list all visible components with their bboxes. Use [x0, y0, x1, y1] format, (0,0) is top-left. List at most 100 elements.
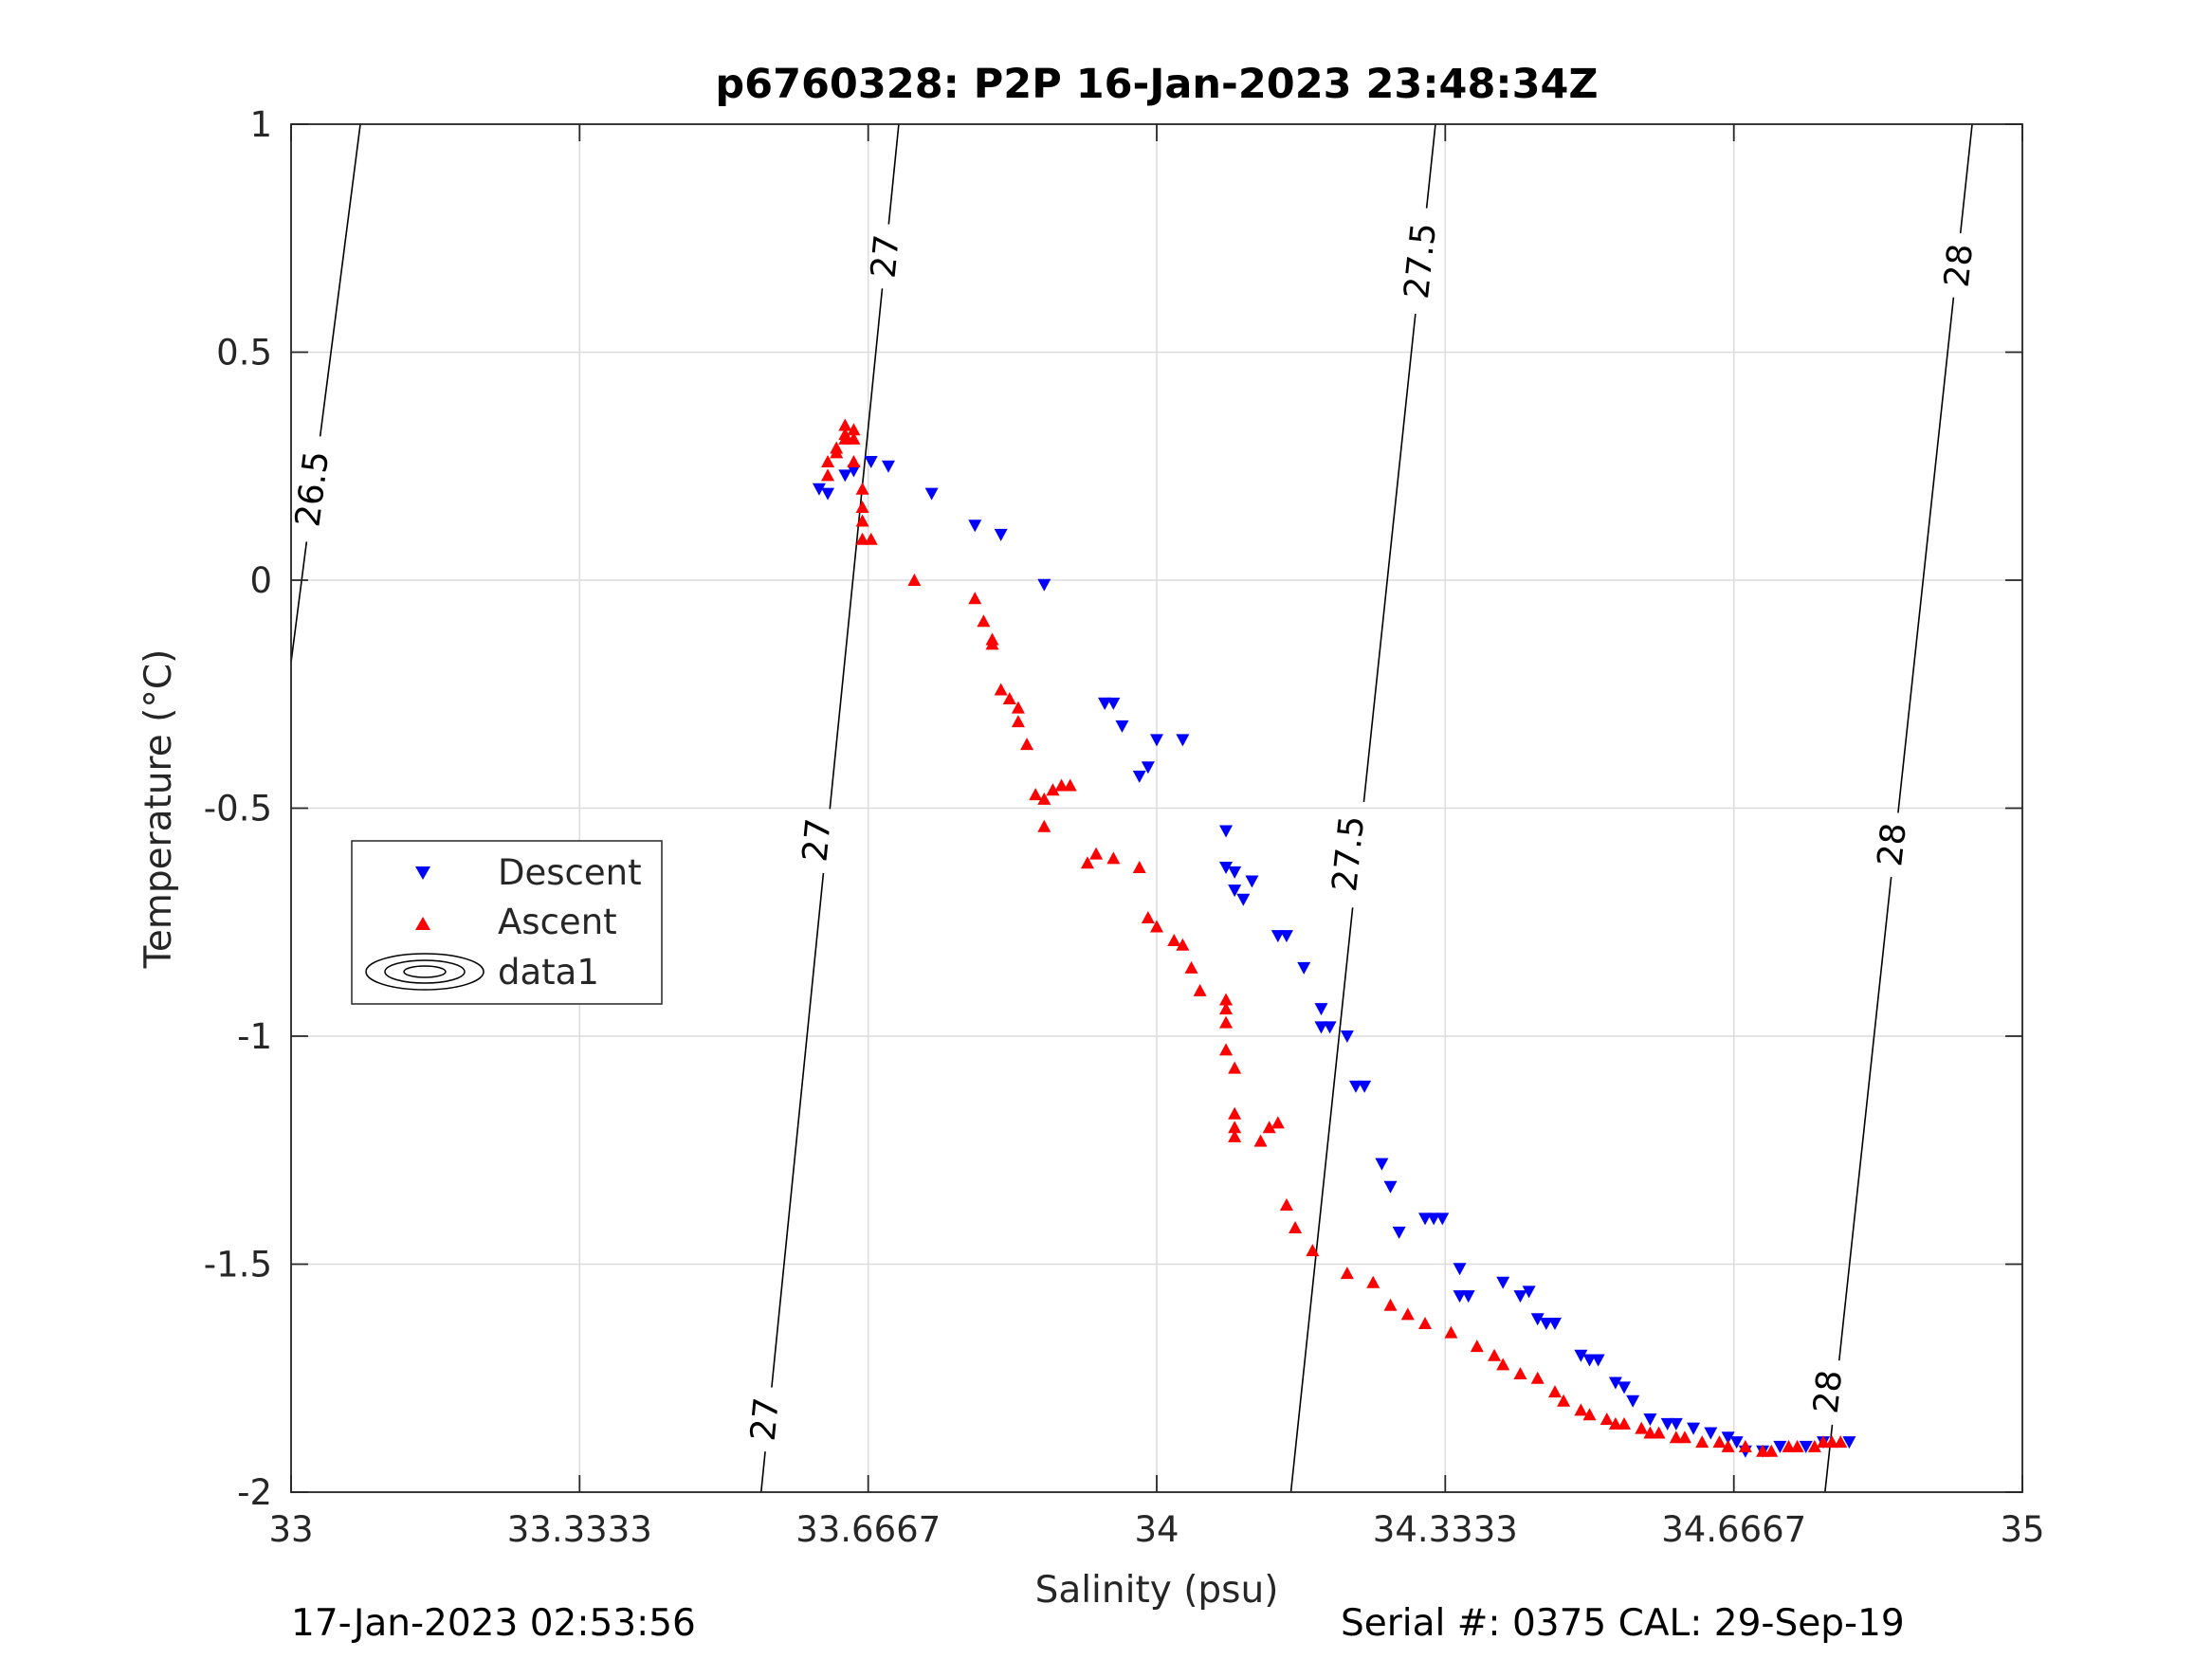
ascent-point	[1712, 1435, 1727, 1449]
ascent-point	[1289, 1221, 1303, 1234]
descent-point	[1271, 930, 1285, 943]
footer-serial-cal: Serial #: 0375 CAL: 29-Sep-19	[1341, 1602, 1905, 1645]
descent-point	[1530, 1313, 1545, 1326]
descent-point	[1461, 1290, 1475, 1304]
descent-point	[1729, 1436, 1744, 1449]
descent-point	[1228, 884, 1242, 898]
ascent-point	[1176, 938, 1190, 951]
y-tick-label: 0.5	[216, 333, 272, 374]
ascent-point	[1643, 1426, 1657, 1439]
contour-line-26-5	[319, 123, 361, 437]
x-axis-label: Salinity (psu)	[1035, 1569, 1279, 1612]
chart-title: p6760328: P2P 16-Jan-2023 23:48:34Z	[715, 61, 1598, 108]
descent-point	[1297, 961, 1311, 975]
ascent-point	[1141, 910, 1155, 923]
ascent-point	[847, 431, 861, 445]
ascent-point	[1219, 993, 1234, 1006]
descent-point	[1245, 875, 1259, 888]
descent-point	[1236, 893, 1251, 906]
ascent-point	[1817, 1435, 1831, 1449]
ascent-point	[1037, 792, 1051, 805]
x-tick-label: 34	[1134, 1509, 1179, 1550]
descent-point	[1358, 1080, 1372, 1093]
descent-point	[1643, 1413, 1657, 1427]
ascent-point	[1262, 1121, 1276, 1134]
descent-point	[1348, 1080, 1362, 1093]
ascent-point	[855, 482, 869, 495]
descent-point	[1115, 720, 1129, 733]
ascent-point	[1046, 783, 1060, 796]
descent-point	[924, 487, 939, 501]
descent-point	[1219, 862, 1234, 875]
legend: Descent Ascent data1	[351, 840, 663, 1005]
descent-point	[1340, 1030, 1354, 1043]
ascent-point	[1150, 920, 1163, 933]
ascent-point	[1020, 738, 1034, 751]
legend-data1-marker	[365, 953, 484, 991]
ascent-point	[1306, 1244, 1320, 1257]
y-tick-label: -1	[237, 1016, 272, 1057]
ascent-point	[1764, 1444, 1779, 1457]
ascent-point	[1366, 1275, 1380, 1288]
descent-point	[1799, 1440, 1813, 1453]
y-axis-label: Temperature (°C)	[137, 649, 180, 970]
ascent-point	[1193, 983, 1207, 996]
ascent-point	[1618, 1416, 1632, 1430]
ascent-point	[1557, 1394, 1571, 1407]
contour-line-28	[1837, 876, 1892, 1361]
contour-line-27-5	[1425, 123, 1436, 209]
ascent-point	[1271, 1116, 1285, 1129]
ascent-point	[1279, 1197, 1293, 1211]
contour-label: 27	[865, 233, 907, 281]
descent-point	[881, 460, 895, 473]
descent-point	[1453, 1290, 1467, 1304]
ascent-point	[1089, 847, 1104, 860]
x-tick-label: 35	[2000, 1509, 2044, 1550]
ascent-point	[985, 637, 999, 650]
descent-point	[1453, 1263, 1467, 1276]
ascent-point	[1677, 1431, 1691, 1444]
ascent-point	[1219, 1043, 1234, 1056]
contour-line-28	[1959, 123, 1973, 234]
descent-point	[1687, 1422, 1701, 1435]
contour-line-27-5	[1362, 313, 1417, 803]
ascent-point	[1184, 960, 1198, 974]
ascent-point	[1132, 861, 1146, 874]
ascent-point	[821, 454, 835, 467]
descent-point	[1106, 697, 1121, 710]
ascent-point	[864, 532, 878, 545]
descent-point	[1176, 734, 1190, 747]
contour-label: 27	[795, 816, 838, 864]
ascent-point	[1219, 1002, 1234, 1015]
contour-label: 28	[1871, 821, 1914, 868]
ascent-point	[1063, 778, 1077, 792]
ascent-point	[1080, 856, 1094, 869]
contour-label: 27.5	[1398, 221, 1444, 301]
descent-point	[1314, 1003, 1328, 1016]
contour-label: 26.5	[288, 448, 337, 529]
descent-point	[1496, 1276, 1510, 1289]
y-tick-label: -1.5	[204, 1245, 272, 1285]
ascent-point	[1011, 715, 1025, 728]
x-tick-label: 33.6667	[795, 1509, 941, 1550]
descent-point	[1314, 1021, 1328, 1034]
contour-label: 27	[744, 1395, 787, 1443]
ascent-point	[847, 423, 861, 436]
descent-point	[1591, 1354, 1605, 1367]
descent-point	[1513, 1290, 1527, 1304]
ascent-point	[855, 514, 869, 527]
descent-point	[1539, 1318, 1553, 1331]
ascent-point	[1054, 778, 1069, 792]
y-tick-label: 1	[249, 104, 272, 145]
descent-point	[1150, 734, 1163, 747]
ascent-point	[1400, 1307, 1415, 1321]
ascent-point	[1652, 1426, 1666, 1439]
ascent-point	[821, 468, 835, 482]
descent-point	[1608, 1376, 1622, 1390]
y-tick-label: -2	[237, 1472, 272, 1513]
contour-line-27	[829, 288, 884, 810]
descent-point	[1704, 1427, 1718, 1440]
ascent-point	[838, 428, 852, 441]
ascent-point	[1669, 1431, 1683, 1444]
contour-line-28	[1824, 1424, 1834, 1493]
